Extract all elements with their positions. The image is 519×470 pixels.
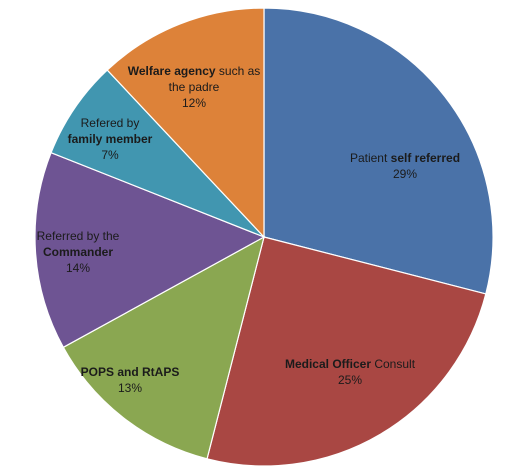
slice-label-text: POPS and RtAPS (81, 365, 180, 379)
slice-label-text: Referred by the (37, 229, 120, 243)
slice-label: POPS and RtAPS 13% (81, 365, 180, 395)
slice-label-text: Commander (43, 245, 113, 259)
slice-label-text: the padre (169, 80, 220, 94)
slice-value-label: 13% (118, 381, 142, 395)
slice-label: Patient self referred 29% (350, 151, 460, 181)
slice-value-label: 29% (393, 167, 417, 181)
pie-slice (34, 151, 266, 349)
slice-value-label: 25% (338, 373, 362, 387)
pie-slice (206, 236, 487, 467)
slice-label-text: family member (68, 132, 153, 146)
pie-slice (62, 235, 265, 460)
slice-label-text: Patient self referred (350, 151, 460, 165)
slice-label: Referred by the Commander 14% (37, 229, 120, 275)
slice-label: Medical Officer Consult 25% (285, 357, 416, 387)
slice-value-label: 14% (66, 261, 90, 275)
pie-slice (106, 7, 265, 239)
slice-value-label: 12% (182, 96, 206, 110)
slice-value-label: 7% (101, 148, 119, 162)
slice-label-text: Welfare agency such as (128, 64, 261, 78)
slice-label: Welfare agency such as the padre 12% (128, 64, 261, 110)
pie-slice (263, 7, 494, 295)
slice-label: Refered by family member 7% (68, 116, 153, 162)
slice-label-text: Medical Officer Consult (285, 357, 416, 371)
slice-label-text: Refered by (81, 116, 140, 130)
